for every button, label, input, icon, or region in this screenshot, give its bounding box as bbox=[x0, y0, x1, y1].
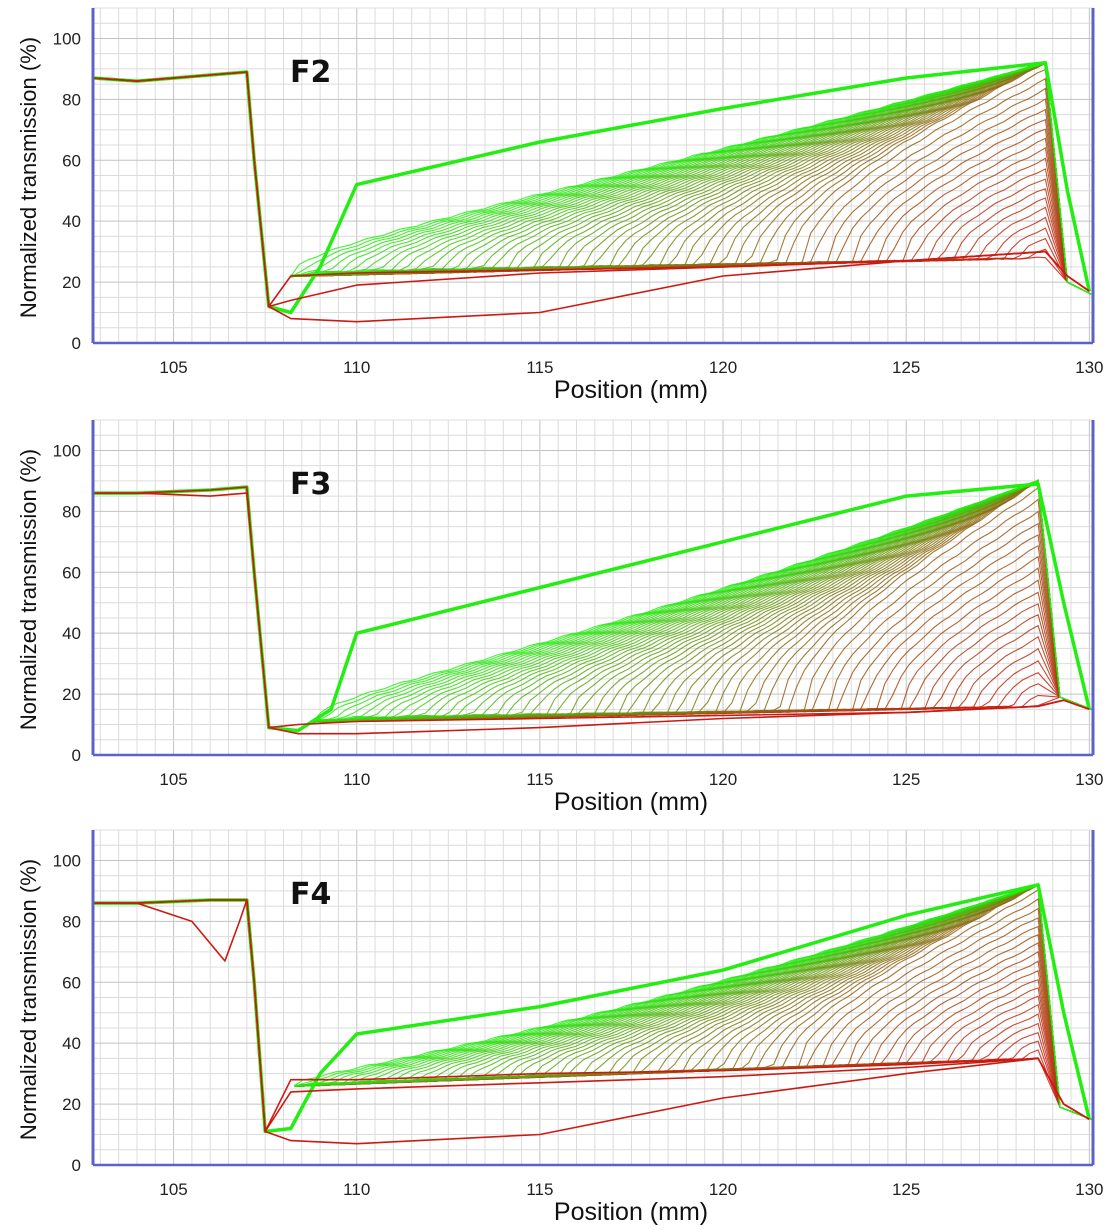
x-tick-label: 105 bbox=[159, 358, 187, 377]
curve-family-line bbox=[290, 197, 1092, 295]
y-tick-label: 0 bbox=[72, 746, 81, 765]
panel-title: F4 bbox=[290, 877, 331, 912]
y-tick-label: 0 bbox=[72, 334, 81, 353]
curve-family bbox=[290, 61, 1092, 295]
y-tick-label: 60 bbox=[62, 151, 81, 170]
x-tick-label: 130 bbox=[1075, 358, 1103, 377]
grid bbox=[93, 829, 1093, 1166]
curve-family-line bbox=[294, 1031, 1092, 1120]
curve-family-line bbox=[290, 227, 1092, 295]
x-tick-label: 125 bbox=[892, 358, 920, 377]
x-tick-label: 130 bbox=[1075, 1180, 1103, 1199]
x-tick-label: 105 bbox=[159, 1180, 187, 1199]
x-tick-label: 120 bbox=[709, 1180, 737, 1199]
x-tick-label: 110 bbox=[343, 358, 370, 377]
curve-family-line bbox=[290, 77, 1092, 295]
y-tick-label: 80 bbox=[62, 912, 81, 931]
chart-panel-f2: 105 110 115 120 125 130 0 20 40 60 80 100 Position (… bbox=[0, 0, 1118, 408]
curve-family-line bbox=[290, 188, 1092, 295]
x-tick-label: 115 bbox=[526, 770, 553, 789]
curve-family-line bbox=[290, 61, 1092, 295]
x-tick-label: 125 bbox=[892, 770, 920, 789]
curve-family bbox=[294, 883, 1092, 1120]
y-tick-label: 20 bbox=[62, 685, 81, 704]
curve-family-line bbox=[294, 960, 1092, 1120]
y-tick-label: 80 bbox=[62, 90, 81, 109]
y-tick-label: 20 bbox=[62, 273, 81, 292]
curve-family-line bbox=[312, 479, 1092, 722]
y-tick-label: 60 bbox=[62, 563, 81, 582]
y-tick-label: 100 bbox=[53, 441, 81, 460]
y-tick-label: 0 bbox=[72, 1156, 81, 1175]
chart-svg: 105 110 115 120 125 130 0 20 40 60 80 100 Position (… bbox=[16, 7, 1104, 404]
x-tick-label: 115 bbox=[526, 1180, 553, 1199]
x-tick-label: 110 bbox=[343, 1180, 370, 1199]
chart-svg: 105 110 115 120 125 130 0 20 40 60 80 100 Position (… bbox=[16, 829, 1104, 1226]
x-axis-label: Position (mm) bbox=[554, 1198, 708, 1226]
curve-family-line bbox=[290, 61, 1092, 295]
curve-family-line bbox=[312, 479, 1092, 722]
curve-family-line bbox=[290, 62, 1092, 295]
x-tick-label: 120 bbox=[709, 358, 737, 377]
chart-panel-f4: 105 110 115 120 125 130 0 20 40 60 80 100 Position (… bbox=[0, 822, 1118, 1230]
curve-family-line bbox=[312, 479, 1092, 722]
panel-title: F3 bbox=[290, 467, 331, 502]
x-axis-label: Position (mm) bbox=[554, 376, 708, 404]
y-tick-label: 100 bbox=[53, 29, 81, 48]
series-lines bbox=[93, 482, 1092, 735]
y-axis-label: Normalized transmission (%) bbox=[16, 449, 41, 730]
chart-panel-f3: 105 110 115 120 125 130 0 20 40 60 80 100 Position (… bbox=[0, 412, 1118, 820]
y-tick-label: 40 bbox=[62, 212, 81, 231]
series-lines bbox=[92, 61, 1092, 323]
panel-title: F2 bbox=[290, 55, 331, 90]
y-tick-label: 80 bbox=[62, 502, 81, 521]
x-tick-label: 115 bbox=[526, 358, 553, 377]
y-tick-label: 100 bbox=[53, 851, 81, 870]
grid bbox=[93, 7, 1093, 344]
series-line bbox=[93, 899, 1090, 1145]
y-axis-label: Normalized transmission (%) bbox=[16, 37, 41, 318]
y-tick-label: 60 bbox=[62, 973, 81, 992]
curve-family-line bbox=[290, 61, 1092, 295]
curve-family-line bbox=[294, 883, 1092, 1120]
y-axis-label: Normalized transmission (%) bbox=[16, 859, 41, 1140]
curve-family-line bbox=[312, 480, 1092, 723]
x-tick-label: 110 bbox=[343, 770, 370, 789]
x-axis-label: Position (mm) bbox=[554, 788, 708, 816]
x-tick-label: 125 bbox=[892, 1180, 920, 1199]
x-tick-label: 130 bbox=[1075, 770, 1103, 789]
curve-family bbox=[312, 479, 1092, 723]
curve-family-line bbox=[290, 61, 1092, 295]
series-line bbox=[93, 492, 1090, 735]
curve-family-line bbox=[312, 479, 1092, 723]
series-line bbox=[93, 899, 1090, 1133]
series-lines bbox=[93, 883, 1092, 1145]
series-line bbox=[92, 71, 1090, 323]
y-tick-label: 40 bbox=[62, 1034, 81, 1053]
y-tick-label: 40 bbox=[62, 624, 81, 643]
curve-family-line bbox=[294, 883, 1092, 1120]
curve-family-line bbox=[312, 479, 1092, 722]
x-tick-label: 105 bbox=[159, 770, 187, 789]
chart-svg: 105 110 115 120 125 130 0 20 40 60 80 100 Position (… bbox=[16, 419, 1104, 816]
curve-family-line bbox=[294, 884, 1092, 1120]
x-tick-label: 120 bbox=[709, 770, 737, 789]
y-tick-label: 20 bbox=[62, 1095, 81, 1114]
